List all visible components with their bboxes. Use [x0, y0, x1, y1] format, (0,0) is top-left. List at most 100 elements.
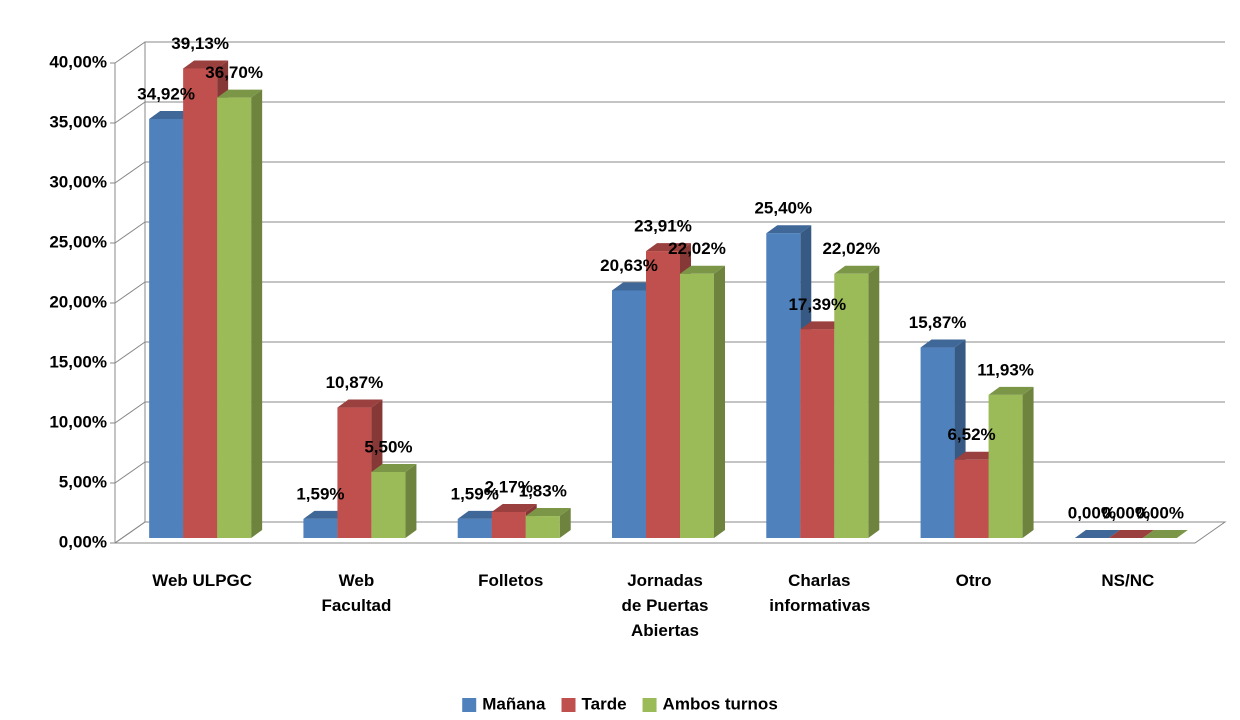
bar — [1074, 530, 1120, 538]
bar-side — [559, 508, 571, 538]
bar — [1108, 530, 1154, 538]
legend-label: Tarde — [582, 694, 627, 713]
value-label: 20,63% — [600, 256, 658, 275]
bar-top — [646, 243, 691, 252]
legend: Mañana Tarde Ambos turnos — [462, 694, 778, 713]
bar — [217, 89, 263, 538]
value-label: 5,50% — [364, 437, 412, 456]
bar-front — [800, 329, 835, 538]
grid-line — [114, 161, 1225, 184]
bar-front — [680, 273, 714, 538]
bar-top — [766, 225, 812, 234]
bar-top — [303, 510, 349, 519]
bar-front — [988, 394, 1023, 538]
bar-front — [217, 97, 252, 538]
bar-side — [251, 89, 263, 538]
bar-top — [988, 386, 1034, 395]
value-label: 25,40% — [754, 199, 812, 218]
value-label: 36,70% — [205, 63, 263, 82]
x-tick-label: Web Facultad — [321, 571, 392, 615]
value-label: 23,91% — [634, 217, 692, 236]
bar-top — [337, 399, 383, 408]
x-tick-label: Web ULPGC — [152, 571, 253, 590]
value-label: 0,00% — [1068, 503, 1116, 522]
y-tick-label: 5,00% — [59, 472, 107, 491]
bar-side — [1022, 386, 1034, 538]
value-label: 2,17% — [485, 477, 533, 496]
bar-side — [868, 265, 880, 538]
y-tick-label: 40,00% — [49, 52, 107, 71]
x-tick-label: Otro — [955, 571, 992, 590]
value-label: 11,93% — [977, 360, 1034, 379]
bar — [680, 265, 725, 538]
value-label: 6,52% — [947, 425, 995, 444]
grid-line — [114, 221, 1225, 244]
legend-swatch — [642, 698, 657, 712]
value-label: 15,87% — [909, 313, 967, 332]
bar-top — [834, 265, 880, 274]
bar-side — [714, 265, 725, 538]
bar-front — [491, 511, 526, 538]
grid-line — [114, 41, 1225, 64]
bar-top — [491, 503, 537, 512]
bar-top — [612, 282, 657, 291]
bar-front — [183, 68, 218, 538]
bar — [1142, 530, 1188, 538]
bar-top — [680, 265, 725, 274]
bar-front — [834, 273, 869, 538]
value-label: 10,87% — [326, 373, 384, 392]
bar-front — [920, 347, 955, 538]
x-tick-label: Charlas informativas — [769, 571, 871, 615]
y-tick-label: 30,00% — [49, 172, 107, 191]
value-label: 17,39% — [788, 295, 846, 314]
y-tick-label: 35,00% — [49, 112, 107, 131]
bar-top — [149, 110, 195, 119]
x-tick-label: NS/NC — [1101, 571, 1155, 590]
value-label: 1,59% — [296, 484, 344, 503]
value-label: 1,83% — [519, 482, 567, 501]
value-label: 22,02% — [668, 239, 726, 258]
value-label: 22,02% — [822, 239, 880, 258]
x-tick-label: Folletos — [478, 571, 544, 590]
bar — [834, 265, 880, 538]
bar-front — [954, 459, 989, 538]
value-label: 0,00% — [1102, 503, 1150, 522]
bar-side — [405, 464, 417, 538]
value-label: 39,13% — [171, 34, 229, 53]
bar-top — [1074, 530, 1120, 538]
bar-top — [525, 508, 571, 517]
bar — [491, 503, 537, 538]
bar-front — [525, 516, 560, 538]
bar-top — [1142, 530, 1188, 538]
bar — [954, 451, 1000, 538]
legend-label: Ambos turnos — [663, 694, 778, 713]
y-tick-label: 10,00% — [49, 412, 107, 431]
bar-top — [800, 321, 846, 330]
legend-swatch — [462, 698, 477, 712]
bar-front — [337, 407, 372, 538]
bar-top — [1108, 530, 1154, 538]
grid-line — [114, 101, 1225, 124]
value-label: 0,00% — [1136, 503, 1184, 522]
bar-front — [371, 472, 406, 538]
y-tick-label: 15,00% — [49, 352, 107, 371]
bar-front — [303, 518, 338, 538]
bar-top — [371, 464, 417, 472]
bar — [920, 339, 966, 538]
bar-top — [457, 510, 503, 519]
bar — [371, 464, 417, 538]
bar — [525, 508, 571, 538]
bar-top — [217, 89, 263, 98]
value-label: 34,92% — [137, 84, 195, 103]
bar-front — [766, 233, 801, 538]
legend-swatch — [561, 698, 576, 712]
x-tick-label: Jornadas de Puertas Abiertas — [621, 571, 709, 640]
bar-front — [149, 118, 184, 539]
bar-top — [954, 451, 1000, 460]
bar-front — [646, 251, 680, 538]
y-tick-label: 25,00% — [49, 232, 107, 251]
y-tick-label: 0,00% — [59, 532, 107, 551]
bar-front — [457, 518, 492, 538]
